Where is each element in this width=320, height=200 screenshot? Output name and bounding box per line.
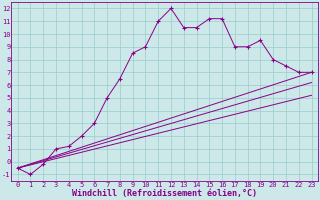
X-axis label: Windchill (Refroidissement éolien,°C): Windchill (Refroidissement éolien,°C) <box>72 189 257 198</box>
